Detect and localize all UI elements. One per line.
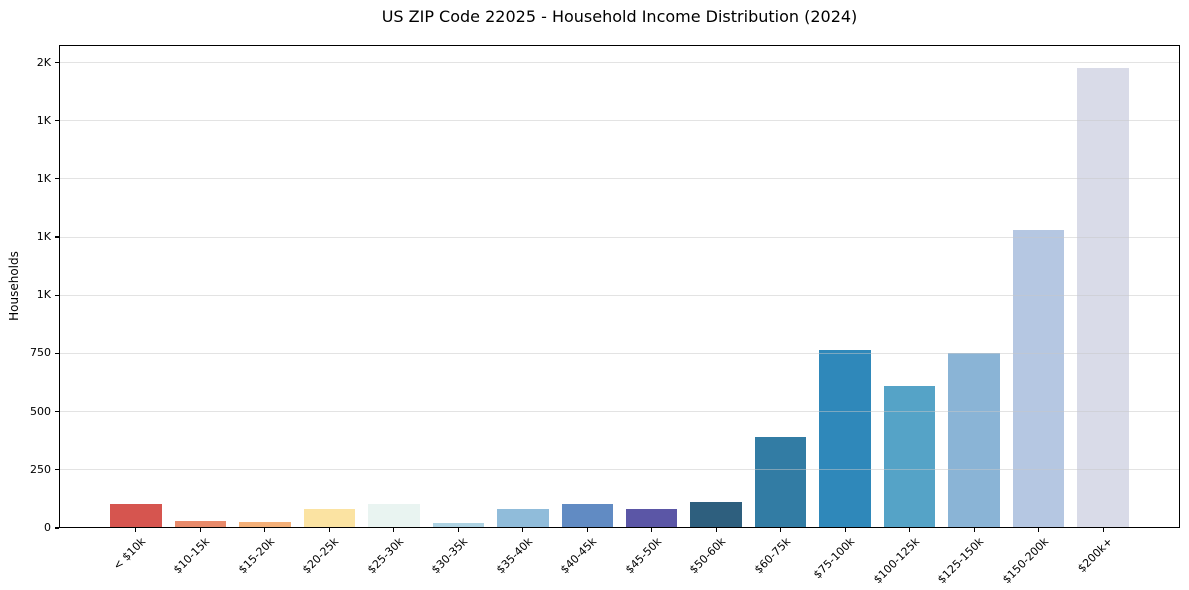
x-tick-mark (393, 528, 395, 532)
bar (561, 503, 614, 528)
x-tick-mark (1102, 528, 1104, 532)
x-tick-mark (715, 528, 717, 532)
x-tick-label: $10-15k (171, 535, 213, 577)
x-tick-label: $200k+ (1075, 535, 1116, 576)
x-tick-label: $35-40k (493, 535, 535, 577)
gridline (59, 120, 1180, 122)
y-tick-label: 250 (30, 462, 51, 476)
y-tick-label: 2K (36, 55, 51, 69)
bar (239, 522, 291, 528)
x-tick-label: $50-60k (687, 535, 729, 577)
x-tick-mark (973, 528, 975, 532)
y-tick-label: 500 (30, 404, 51, 418)
x-tick-mark (651, 528, 653, 532)
x-tick-label: $15-20k (235, 535, 277, 577)
x-tick-label: $150-200k (999, 535, 1051, 587)
y-tick-mark (55, 469, 59, 471)
bar (690, 502, 742, 528)
gridline (59, 352, 1180, 354)
bar (1012, 230, 1065, 528)
gridline (59, 62, 1180, 63)
x-tick-mark (264, 528, 266, 532)
bar (754, 437, 807, 528)
bar (303, 509, 356, 528)
x-tick-mark (844, 528, 846, 532)
y-tick-label: 750 (30, 346, 51, 360)
y-tick-mark (55, 236, 59, 238)
bar (948, 353, 1000, 528)
y-tick-label: 0 (44, 521, 51, 534)
bar (497, 509, 549, 528)
x-tick-label: $40-45k (558, 535, 600, 577)
x-tick-mark (135, 528, 137, 532)
bar (1077, 68, 1129, 528)
x-tick-label: $25-30k (364, 535, 406, 577)
plot-area (59, 45, 1180, 528)
gridline (59, 469, 1180, 471)
y-tick-mark (55, 120, 59, 122)
y-tick-mark (55, 61, 59, 64)
x-tick-label: $75-100k (811, 535, 858, 582)
gridline (59, 294, 1180, 296)
bar (174, 521, 227, 528)
bar (368, 503, 420, 528)
x-tick-mark (457, 528, 459, 532)
bar (883, 386, 936, 528)
x-tick-label: $45-50k (622, 535, 664, 577)
bar (625, 509, 678, 528)
x-tick-label: $30-35k (429, 535, 471, 577)
gridline (59, 236, 1180, 238)
bar (432, 523, 485, 528)
x-tick-mark (780, 528, 782, 532)
x-tick-label: $20-25k (300, 535, 342, 577)
x-tick-label: $60-75k (751, 535, 793, 577)
y-tick-mark (55, 352, 59, 354)
y-tick-label: 1K (36, 113, 51, 127)
bar (110, 503, 162, 528)
y-tick-label: 1K (36, 288, 51, 302)
y-tick-mark (55, 294, 59, 296)
x-tick-label: $125-150k (935, 535, 987, 587)
bar (819, 349, 871, 528)
y-tick-label: 1K (36, 171, 51, 185)
y-tick-mark (55, 411, 59, 413)
x-tick-mark (586, 528, 588, 532)
x-tick-mark (199, 528, 201, 532)
x-tick-mark (1038, 528, 1040, 532)
x-tick-mark (522, 528, 524, 532)
gridline (59, 411, 1180, 413)
gridline (59, 178, 1180, 180)
chart-title: US ZIP Code 22025 - Household Income Dis… (381, 7, 858, 26)
y-tick-mark (55, 178, 59, 180)
x-tick-label: < $10k (110, 535, 148, 573)
y-tick-label: 1K (36, 230, 51, 243)
y-axis-label: Households (7, 251, 21, 321)
x-tick-mark (328, 528, 330, 532)
x-tick-mark (909, 528, 911, 532)
x-tick-label: $100-125k (870, 535, 922, 587)
y-tick-mark (55, 527, 59, 529)
